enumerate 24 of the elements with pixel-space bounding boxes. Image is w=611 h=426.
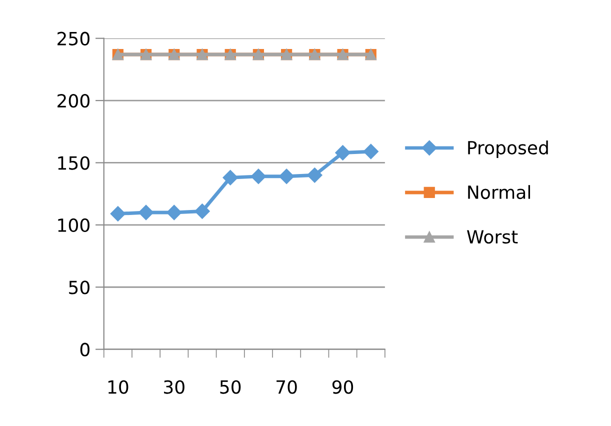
x-tick-label: 90 <box>332 380 354 394</box>
point <box>166 204 182 220</box>
point <box>110 206 126 222</box>
point <box>222 170 238 186</box>
y-tick-label: 50 <box>69 280 90 294</box>
y-tick-label: 0 <box>80 342 90 356</box>
legend-label: Worst <box>466 230 518 244</box>
point <box>363 144 378 160</box>
y-tick-label: 150 <box>58 156 90 170</box>
point <box>194 204 210 219</box>
point <box>278 168 294 184</box>
point <box>335 145 350 160</box>
x-tick-label: 50 <box>220 380 241 394</box>
x-tick-label: 30 <box>164 380 184 394</box>
point <box>138 204 154 220</box>
legend-label: Proposed <box>468 140 548 158</box>
x-tick-label: 10 <box>108 380 128 394</box>
x-tick-label: 70 <box>276 380 297 394</box>
y-tick-label: 100 <box>58 218 90 232</box>
y-tick-label: 200 <box>58 94 90 108</box>
y-tick-label: 250 <box>58 32 90 46</box>
point <box>307 168 322 183</box>
legend-label: Normal <box>468 185 530 200</box>
point <box>250 168 266 184</box>
